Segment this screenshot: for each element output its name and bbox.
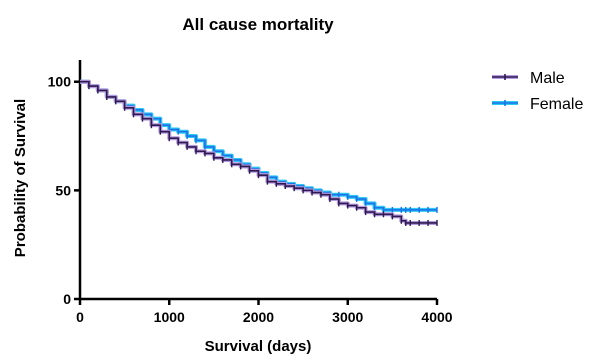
- x-axis: 0 1000 2000 3000 4000: [76, 297, 453, 325]
- y-tick-label: 0: [63, 291, 71, 307]
- x-tick-label: 2000: [243, 309, 274, 325]
- x-axis-label: Survival (days): [205, 338, 312, 355]
- series-male: [80, 79, 438, 226]
- legend-label-female: Female: [530, 96, 583, 113]
- legend: Male Female: [492, 70, 583, 113]
- legend-item-male: Male: [492, 70, 565, 87]
- legend-label-male: Male: [530, 70, 565, 87]
- legend-item-female: Female: [492, 96, 583, 113]
- x-tick-label: 4000: [421, 309, 452, 325]
- y-axis: 0 50 100: [48, 60, 82, 307]
- series-male-line: [80, 80, 437, 224]
- series-female-halo: [80, 79, 437, 212]
- y-tick-label: 100: [48, 74, 72, 90]
- y-tick-label: 50: [55, 182, 71, 198]
- series-female: [80, 79, 438, 213]
- series-male-halo: [80, 79, 437, 225]
- x-tick-label: 1000: [154, 309, 185, 325]
- chart-title: All cause mortality: [182, 15, 334, 34]
- x-tick-label: 0: [76, 309, 84, 325]
- y-axis-label: Probability of Survival: [12, 99, 29, 257]
- series-group: [80, 79, 438, 226]
- series-female-line: [80, 80, 437, 211]
- x-tick-label: 3000: [332, 309, 363, 325]
